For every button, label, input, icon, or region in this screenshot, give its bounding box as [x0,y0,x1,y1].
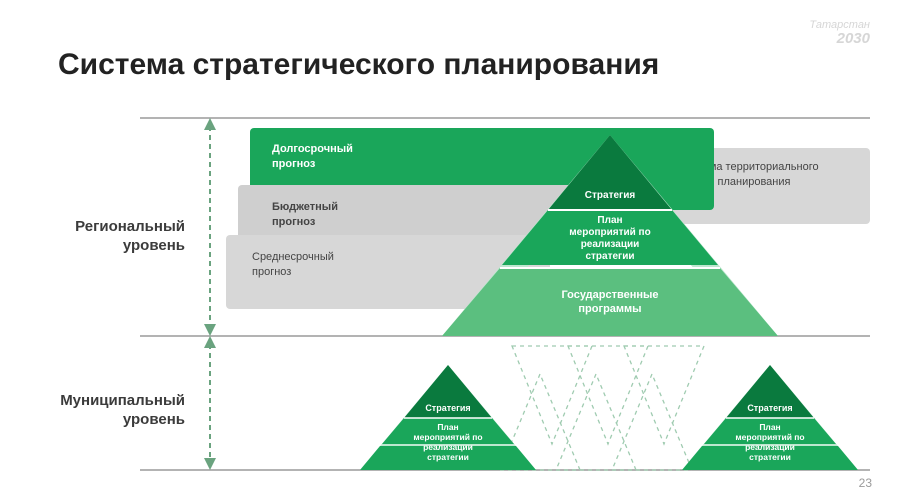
mini-right-plan1: План [759,422,780,432]
planning-diagram: Схема территориального планирования Долг… [0,0,900,504]
mini-right-plan3: реализации [745,442,795,452]
forecast-budget-text2: прогноз [272,216,316,228]
mini-right-plan2: мероприятий по [735,432,804,442]
mini-left-plan2: мероприятий по [413,432,482,442]
forecast-mid-text1: Среднесрочный [252,251,334,263]
pyr-strategy: Стратегия [585,190,636,201]
forecast-mid-text2: прогноз [252,266,291,278]
range-arrow-regional [204,118,216,336]
mini-right-strategy: Стратегия [747,403,792,413]
pyr-plan-1: План [597,215,622,226]
forecast-long-text2: прогноз [272,158,316,170]
forecast-budget-text1: Бюджетный [272,201,338,213]
mini-left-strategy: Стратегия [425,403,470,413]
range-arrow-municipal [204,336,216,470]
pyr-gov-1: Государственные [561,289,658,301]
pyr-gov-2: программы [578,303,641,315]
pyr-plan-4: стратегии [585,251,634,262]
mini-left-plan1: План [437,422,458,432]
forecast-long-text1: Долгосрочный [272,143,353,155]
pyr-plan-3: реализации [581,239,640,250]
pyramid-municipal-right: Стратегия План мероприятий по реализации… [682,365,858,470]
mini-right-plan4: стратегии [749,452,791,462]
pyramid-municipal-left: Стратегия План мероприятий по реализации… [360,365,536,470]
municipal-dashed-pattern [488,342,704,470]
mini-left-plan3: реализации [423,442,473,452]
block-scheme-text2: планирования [718,176,791,188]
pyr-plan-2: мероприятий по [569,227,650,238]
mini-left-plan4: стратегии [427,452,469,462]
